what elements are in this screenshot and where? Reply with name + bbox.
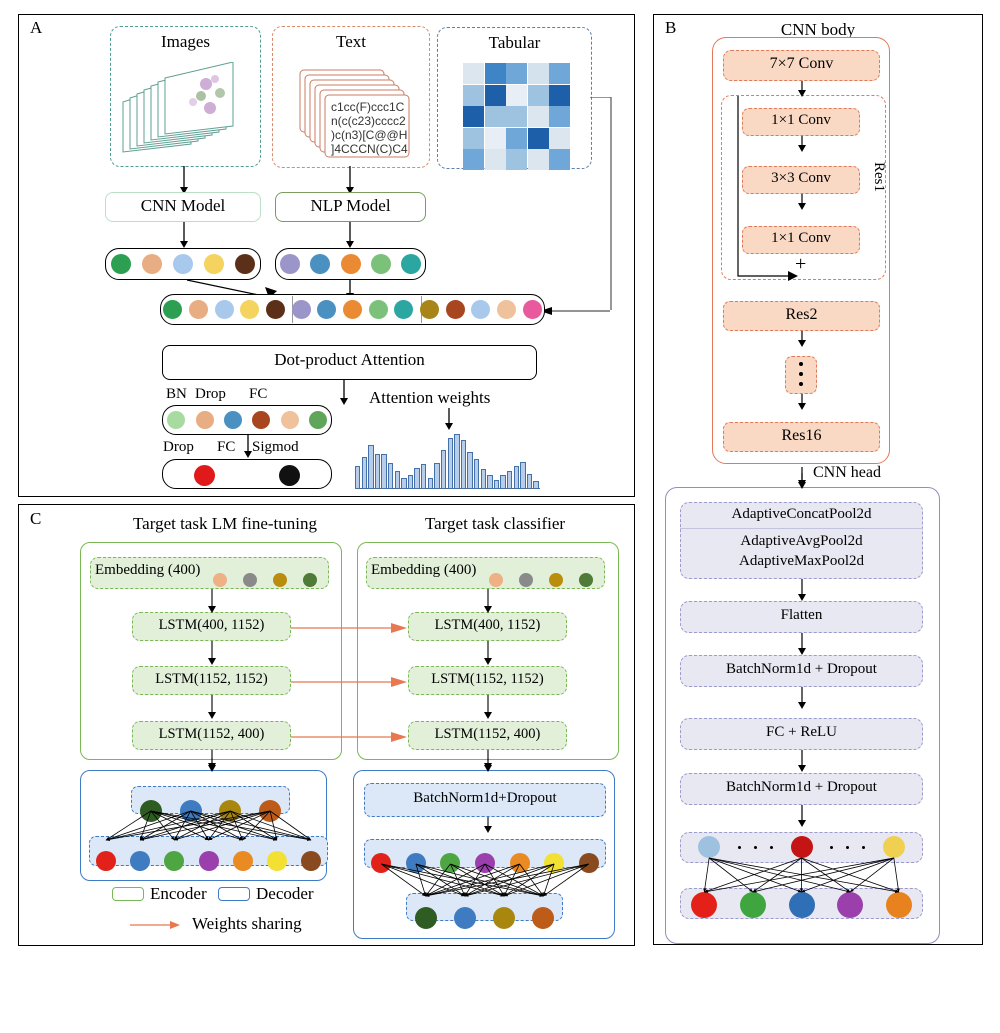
svg-text:c1cc(F)ccc1C: c1cc(F)ccc1C	[331, 100, 405, 114]
svg-text:n(c(c23)cccc2: n(c(c23)cccc2	[331, 114, 406, 128]
svg-text:)c(n3)[C@@H: )c(n3)[C@@H	[331, 128, 407, 142]
svg-text:]4CCCN(C)C4: ]4CCCN(C)C4	[331, 142, 408, 156]
